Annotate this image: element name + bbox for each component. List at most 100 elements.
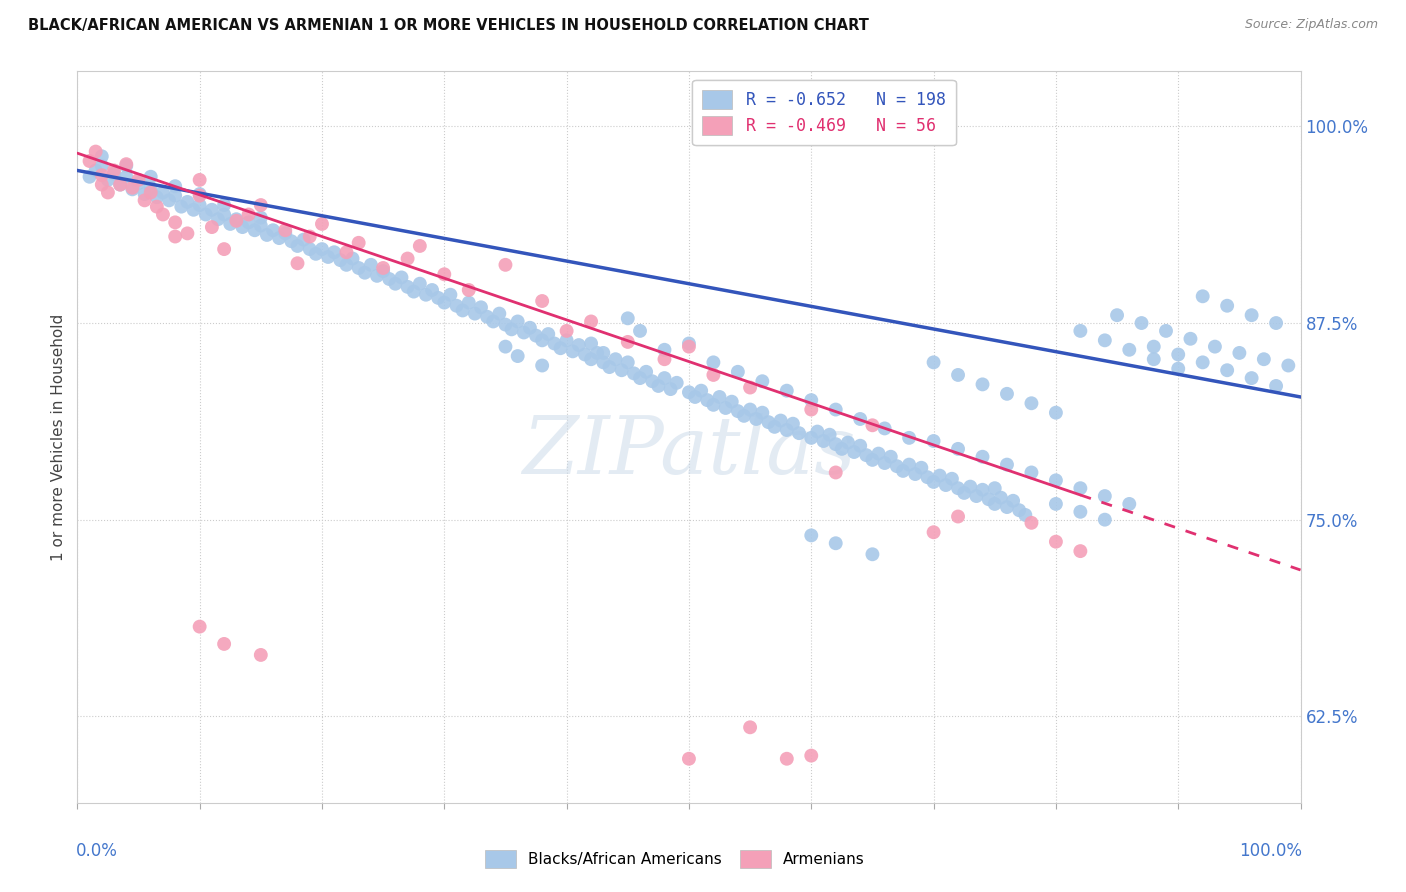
Point [1069,324,1091,338]
Point [824,536,846,550]
Point [121,180,143,194]
Point [207,212,229,227]
Point [917,470,939,484]
Point [1240,308,1263,322]
Point [433,295,456,310]
Point [1180,332,1202,346]
Point [898,431,921,445]
Point [696,393,718,408]
Point [287,239,309,253]
Point [995,500,1018,514]
Point [1021,516,1043,530]
Point [396,280,419,294]
Legend: Blacks/African Americans, Armenians: Blacks/African Americans, Armenians [478,843,872,875]
Point [115,169,138,184]
Point [873,456,896,470]
Point [636,365,658,379]
Point [574,347,596,361]
Point [702,355,724,369]
Point [678,752,700,766]
Point [654,352,676,367]
Point [366,268,388,283]
Point [311,217,333,231]
Point [524,328,547,343]
Point [537,326,560,341]
Point [256,227,278,242]
Point [280,234,302,248]
Text: 0.0%: 0.0% [76,842,118,860]
Point [977,492,1000,507]
Point [561,344,583,359]
Point [733,409,755,423]
Point [763,420,786,434]
Point [90,159,112,173]
Point [495,340,517,354]
Point [347,235,370,250]
Point [555,324,578,338]
Point [1191,289,1213,303]
Point [457,283,479,297]
Point [134,187,156,202]
Point [146,200,169,214]
Point [446,299,468,313]
Point [1265,316,1288,330]
Point [959,480,981,494]
Point [740,380,762,394]
Point [201,220,224,235]
Point [1014,508,1036,522]
Point [891,464,914,478]
Point [194,207,217,221]
Point [1204,340,1226,354]
Point [329,253,352,268]
Point [371,260,394,275]
Point [776,384,799,398]
Point [935,478,957,492]
Point [965,489,987,503]
Point [1094,489,1116,503]
Point [298,242,321,256]
Point [1045,534,1067,549]
Point [928,468,950,483]
Point [727,365,749,379]
Point [274,227,297,241]
Point [127,176,149,190]
Point [769,413,792,427]
Point [751,374,773,388]
Point [568,338,591,352]
Point [862,418,884,433]
Point [579,314,602,328]
Point [250,219,273,233]
Point [605,352,627,367]
Point [269,231,291,245]
Point [586,346,609,360]
Point [103,167,125,181]
Point [1253,352,1275,367]
Point [623,367,645,381]
Point [433,267,456,281]
Point [409,277,432,291]
Text: ZIPatlas: ZIPatlas [522,413,856,491]
Point [579,336,602,351]
Point [647,379,669,393]
Point [1021,466,1043,480]
Point [188,198,211,212]
Point [758,415,780,429]
Point [654,343,676,357]
Point [84,163,107,178]
Point [690,384,713,398]
Point [495,318,517,332]
Point [501,322,523,336]
Point [396,252,419,266]
Point [427,291,450,305]
Point [654,371,676,385]
Point [531,359,554,373]
Point [922,475,945,489]
Point [922,355,945,369]
Point [776,423,799,437]
Point [519,320,541,334]
Point [103,163,125,178]
Point [904,467,927,481]
Point [946,481,969,495]
Point [316,250,339,264]
Point [972,483,994,497]
